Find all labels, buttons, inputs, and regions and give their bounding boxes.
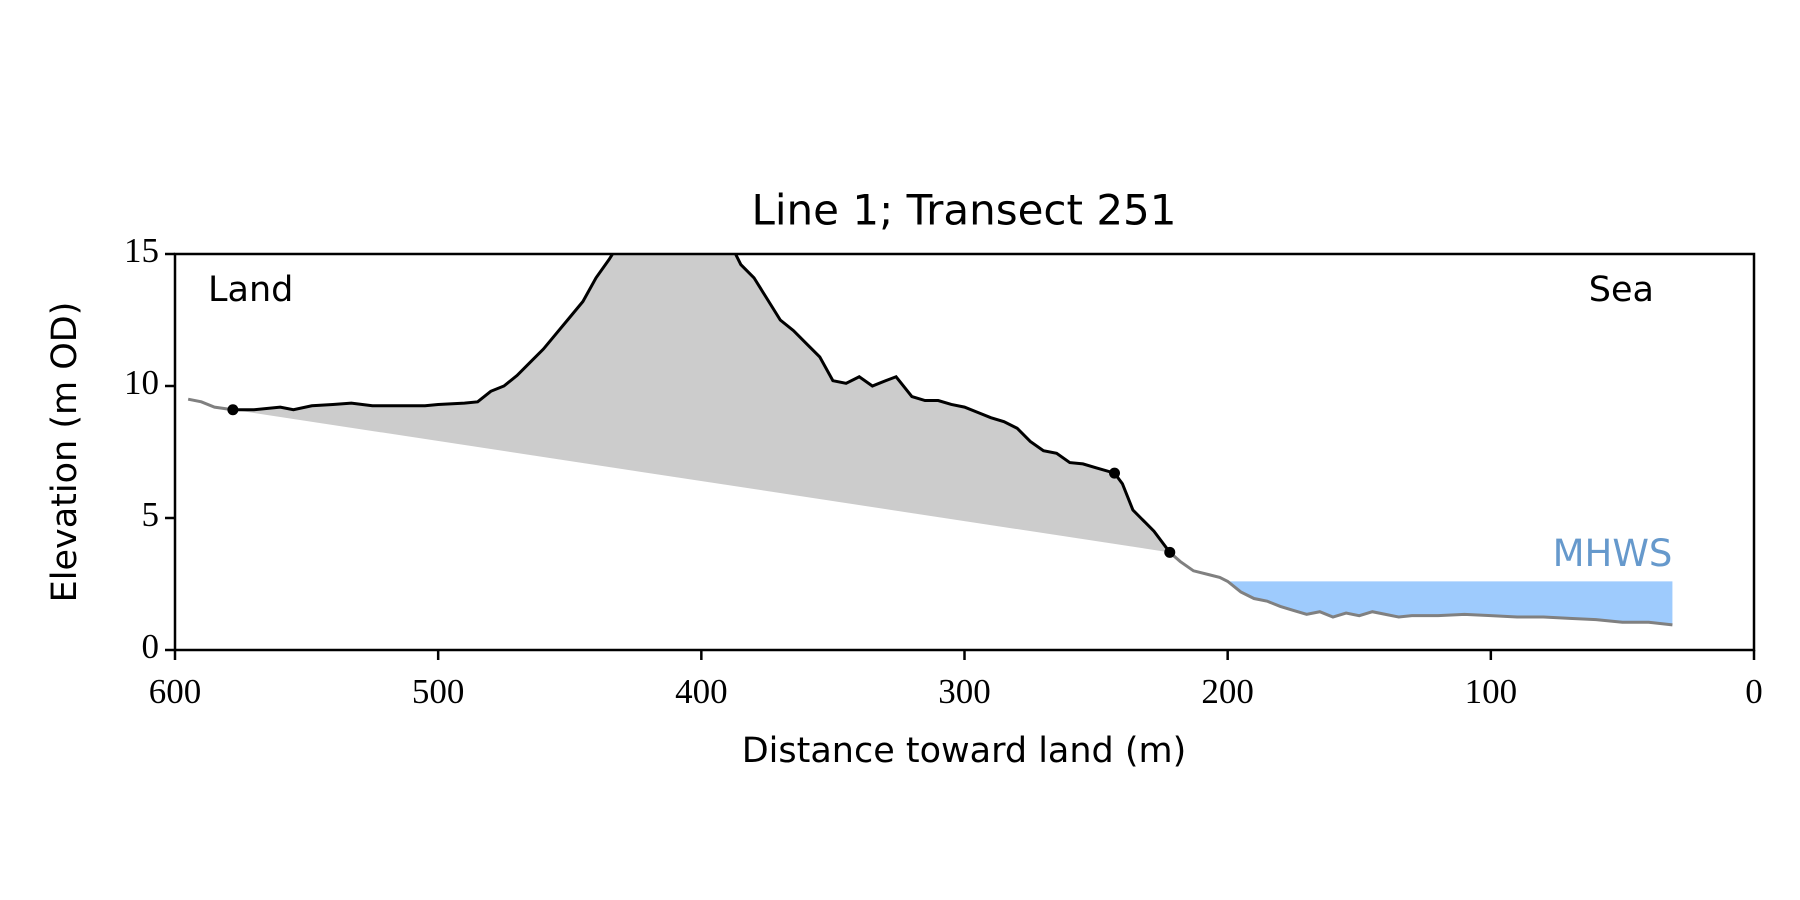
x-tick-label: 500 bbox=[412, 672, 465, 711]
annotation: Land bbox=[208, 270, 293, 310]
mhws-label: MHWS bbox=[1553, 532, 1673, 575]
marker bbox=[227, 404, 239, 416]
chart-title: Line 1; Transect 251 bbox=[751, 186, 1176, 235]
marker bbox=[1109, 467, 1121, 479]
x-tick-label: 400 bbox=[675, 672, 728, 711]
x-tick-label: 0 bbox=[1745, 672, 1763, 711]
x-tick-label: 200 bbox=[1201, 672, 1254, 711]
annotation: Sea bbox=[1589, 270, 1654, 310]
y-tick-label: 10 bbox=[124, 363, 159, 402]
erosion-area bbox=[232, 254, 1170, 553]
y-axis-label: Elevation (m OD) bbox=[45, 302, 85, 603]
x-axis-label: Distance toward land (m) bbox=[742, 731, 1187, 771]
ground-line bbox=[187, 397, 1673, 627]
x-tick-label: 100 bbox=[1465, 672, 1518, 711]
mhws-water bbox=[1227, 581, 1673, 625]
marker bbox=[1164, 546, 1176, 558]
x-tick-label: 300 bbox=[938, 672, 991, 711]
y-tick-label: 5 bbox=[142, 495, 160, 534]
x-tick-label: 600 bbox=[149, 672, 202, 711]
profile-line bbox=[232, 254, 1171, 554]
y-tick-label: 0 bbox=[142, 627, 160, 666]
plot-area bbox=[187, 254, 1673, 627]
axes: 600 500 400 300 200 100 0 0 5 10 15 bbox=[124, 231, 1763, 711]
y-tick-label: 15 bbox=[124, 231, 159, 270]
